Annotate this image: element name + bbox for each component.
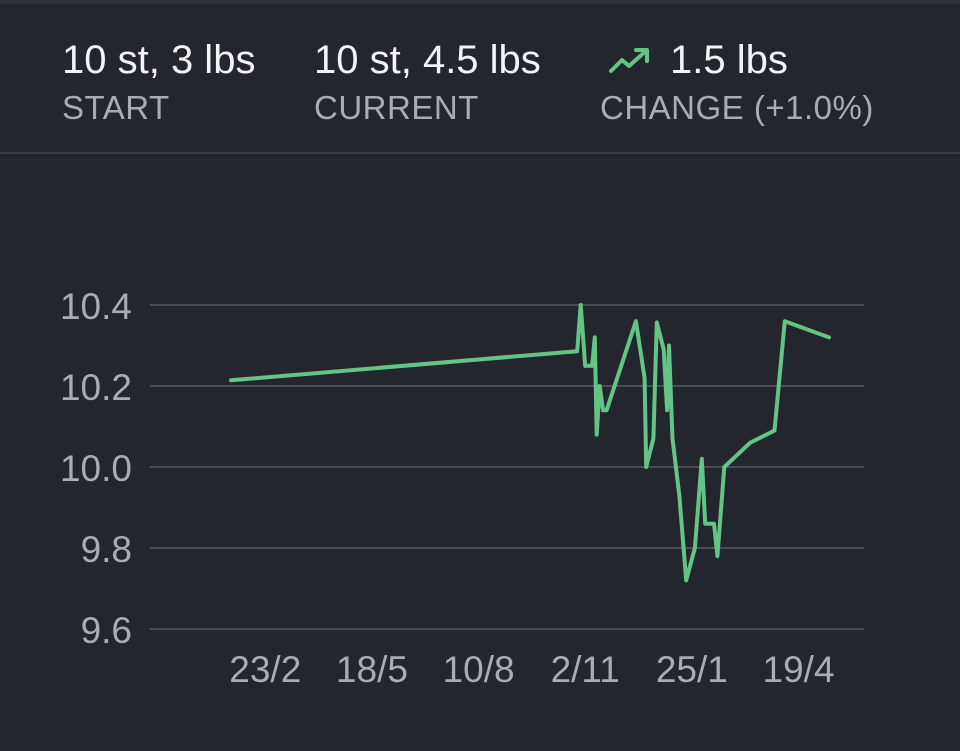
weight-series-line [229, 303, 831, 583]
x-tick-label: 25/1 [656, 649, 728, 690]
x-tick-label: 19/4 [763, 649, 835, 690]
weight-summary: 10 st, 3 lbs START 10 st, 4.5 lbs CURREN… [0, 0, 960, 154]
x-tick-label: 2/11 [551, 649, 620, 690]
y-tick-label: 9.6 [81, 610, 132, 651]
y-tick-label: 9.8 [81, 529, 132, 570]
current-stat: 10 st, 4.5 lbs CURRENT [314, 36, 541, 128]
x-tick-label: 10/8 [443, 649, 515, 690]
x-tick-label: 18/5 [336, 649, 408, 690]
change-stat: 1.5 lbs CHANGE (+1.0%) [600, 36, 874, 128]
current-value: 10 st, 4.5 lbs [314, 38, 541, 82]
change-value: 1.5 lbs [670, 38, 788, 82]
x-tick-label: 23/2 [229, 649, 301, 690]
weight-line-chart: 9.6 9.8 10.0 10.2 10.4 23/2 18/5 10/8 2/11 25/1 19… [60, 286, 864, 690]
start-value: 10 st, 3 lbs [62, 38, 256, 82]
y-tick-label: 10.4 [60, 286, 132, 327]
top-divider [0, 0, 960, 4]
change-value-row: 1.5 lbs [600, 36, 874, 84]
y-tick-label: 10.2 [60, 367, 132, 408]
y-tick-label: 10.0 [60, 448, 132, 489]
weight-chart: 9.6 9.8 10.0 10.2 10.4 23/2 18/5 10/8 2/11 25/1 19… [0, 154, 960, 751]
start-stat: 10 st, 3 lbs START [62, 36, 255, 128]
trend-up-icon [609, 48, 649, 73]
start-label: START [62, 89, 170, 126]
current-label: CURRENT [314, 89, 479, 126]
change-label: CHANGE (+1.0%) [600, 89, 874, 126]
